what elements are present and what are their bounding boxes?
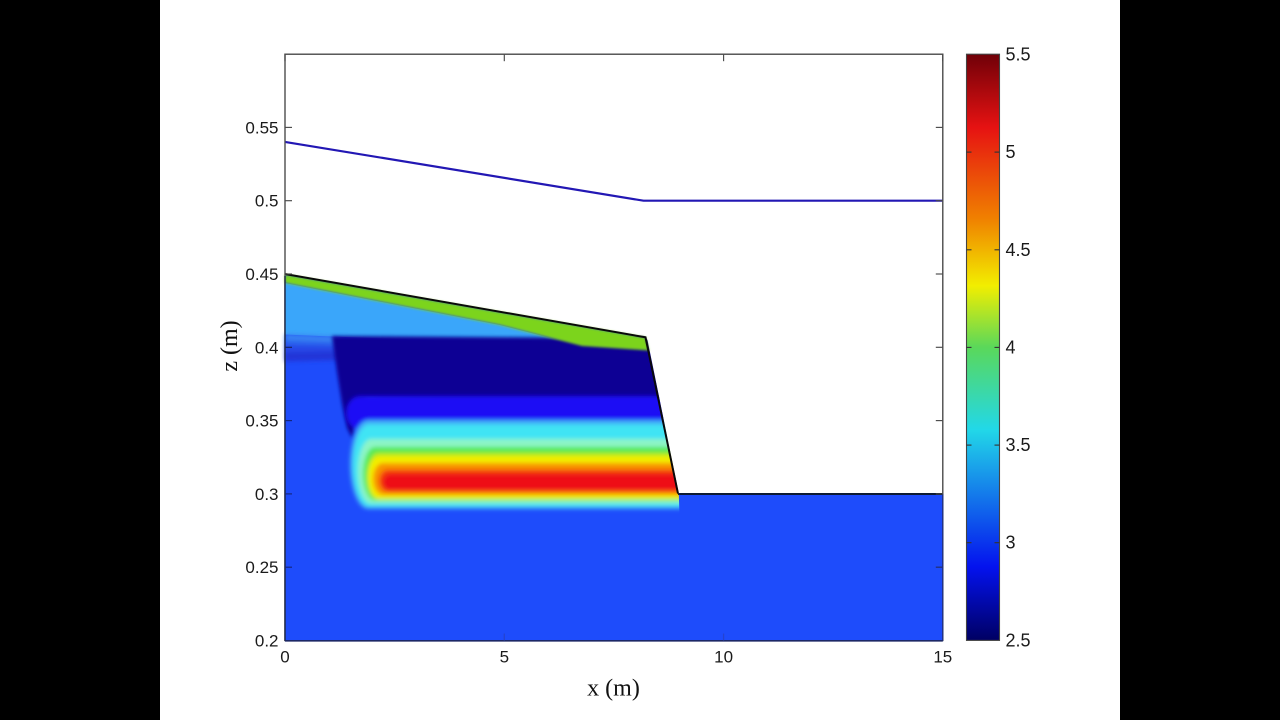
svg-text:5: 5 [500,648,509,667]
svg-text:0.35: 0.35 [245,412,278,431]
svg-text:5: 5 [1006,142,1016,162]
svg-text:4: 4 [1006,337,1016,357]
svg-text:0.55: 0.55 [245,118,278,137]
svg-text:2.5: 2.5 [1006,630,1031,650]
svg-text:0.4: 0.4 [255,338,279,357]
svg-text:15: 15 [933,648,952,667]
svg-text:10: 10 [714,648,733,667]
svg-text:0.2: 0.2 [255,632,279,651]
svg-text:0.5: 0.5 [255,192,279,211]
svg-text:0: 0 [280,648,289,667]
svg-text:0.45: 0.45 [245,265,278,284]
svg-text:3.5: 3.5 [1006,435,1031,455]
svg-text:x (m): x (m) [587,676,640,702]
svg-text:3: 3 [1006,533,1016,553]
svg-text:0.25: 0.25 [245,558,278,577]
svg-text:0.3: 0.3 [255,485,279,504]
svg-text:4.5: 4.5 [1006,240,1031,260]
svg-text:z (m): z (m) [217,320,243,371]
svg-text:5.5: 5.5 [1006,44,1031,64]
